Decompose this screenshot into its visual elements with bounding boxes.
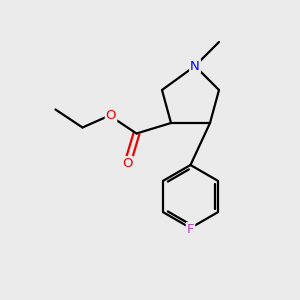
Text: N: N [190, 59, 200, 73]
Text: F: F [187, 223, 194, 236]
Text: O: O [106, 109, 116, 122]
Text: O: O [122, 157, 133, 170]
